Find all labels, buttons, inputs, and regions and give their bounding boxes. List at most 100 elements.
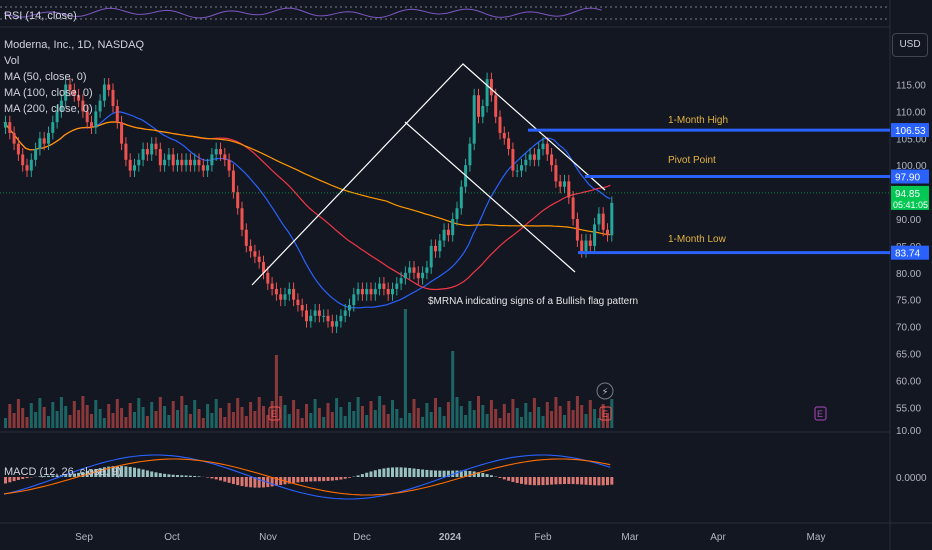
candle-body	[124, 143, 128, 160]
level-price-tag	[891, 245, 929, 260]
macd-histogram-bar	[537, 477, 541, 486]
candle-body	[451, 219, 455, 236]
candle-body	[399, 278, 403, 284]
volume-bar	[210, 413, 214, 428]
volume-bar	[317, 408, 321, 428]
volume-bar	[59, 397, 63, 428]
candle-body	[575, 219, 579, 241]
candle-body	[360, 288, 364, 295]
volume-bar	[25, 417, 29, 428]
volume-bar	[442, 416, 446, 428]
macd-histogram-bar	[197, 476, 201, 477]
earnings-marker	[599, 406, 612, 421]
candle-body	[47, 132, 50, 144]
level-price-text: 106.53	[895, 126, 926, 137]
macd-histogram-bar	[550, 477, 554, 485]
macd-histogram-bar	[558, 477, 562, 485]
time-tick-label: Dec	[353, 532, 371, 543]
volume-bar	[360, 406, 364, 428]
time-tick-label: Sep	[75, 532, 93, 543]
volume-bar	[85, 405, 89, 428]
volume-bar	[571, 410, 575, 428]
candle-body	[51, 122, 55, 133]
volume-bar	[296, 409, 300, 428]
macd-legend[interactable]: MACD (12, 26, close, 9)	[4, 466, 122, 478]
candle-body	[158, 149, 162, 166]
ma200-legend[interactable]: MA (200, close, 0)	[4, 103, 93, 115]
candle-body	[425, 267, 429, 273]
month-low-label: 1-Month Low	[668, 234, 726, 245]
candle-body	[42, 138, 46, 144]
level-price-tag	[891, 123, 929, 138]
candle-body	[98, 100, 102, 112]
macd-histogram-bar	[231, 477, 235, 485]
volume-bar	[580, 405, 584, 428]
macd-histogram-bar	[141, 469, 145, 477]
ma50-legend[interactable]: MA (50, close, 0)	[4, 71, 87, 83]
macd-histogram-bar	[395, 467, 399, 477]
macd-histogram-bar	[206, 477, 210, 478]
macd-histogram-bar	[262, 477, 265, 488]
macd-histogram-bar	[584, 477, 588, 485]
candle-body	[145, 149, 149, 155]
candle-body	[326, 315, 330, 322]
currency-button[interactable]: USD	[892, 33, 928, 57]
candle-body	[292, 288, 296, 300]
macd-histogram-bar	[184, 475, 188, 477]
candle-body	[515, 170, 519, 172]
volume-bar	[176, 410, 179, 428]
macd-histogram-bar	[382, 468, 386, 477]
vol-legend[interactable]: Vol	[4, 55, 20, 67]
macd-histogram-bar	[330, 477, 334, 481]
macd-histogram-bar	[468, 470, 472, 477]
macd-histogram-bar	[369, 471, 373, 477]
candle-body	[266, 272, 270, 284]
ma100-legend[interactable]: MA (100, close, 0)	[4, 87, 93, 99]
candle-body	[214, 149, 218, 155]
macd-histogram-bar	[322, 477, 326, 482]
macd-histogram-bar	[610, 477, 614, 485]
candle-body	[472, 95, 476, 144]
volume-bar	[90, 414, 93, 428]
macd-histogram-bar	[158, 473, 162, 477]
macd-histogram-bar	[520, 477, 523, 484]
candle-body	[429, 245, 433, 268]
candle-body	[459, 186, 463, 209]
macd-histogram-bar	[210, 477, 214, 479]
macd-tick-label: 10.00	[896, 426, 921, 437]
macd-histogram-bar	[47, 475, 50, 477]
volume-bar	[459, 406, 463, 428]
macd-histogram-bar	[253, 477, 257, 488]
volume-bar	[451, 351, 455, 428]
candle-body	[369, 288, 373, 295]
candle-body	[545, 143, 549, 155]
volume-bar	[141, 407, 145, 428]
earnings-marker-text: E	[602, 409, 608, 419]
candle-body	[38, 138, 42, 150]
volume-bar	[597, 418, 601, 428]
macd-histogram-bar	[176, 475, 179, 477]
macd-histogram-bar	[227, 477, 231, 483]
candle-body	[115, 106, 119, 123]
macd-histogram-bar	[326, 477, 330, 481]
volume-bar	[193, 400, 197, 428]
candle-body	[274, 288, 278, 295]
volume-bar	[408, 413, 412, 428]
volume-bar	[468, 401, 472, 428]
symbol-legend[interactable]: Moderna, Inc., 1D, NASDAQ	[4, 39, 144, 51]
volume-bar	[330, 412, 334, 428]
candle-body	[176, 159, 179, 166]
macd-histogram-bar	[399, 467, 403, 477]
macd-histogram-bar	[287, 477, 291, 484]
candle-body	[287, 288, 291, 295]
candle-body	[55, 111, 59, 123]
volume-bar	[120, 408, 124, 428]
volume-bar	[111, 413, 115, 428]
macd-histogram-bar	[459, 470, 463, 477]
candle-body	[279, 294, 283, 300]
volume-bar	[137, 398, 141, 428]
macd-histogram-bar	[25, 477, 29, 479]
time-tick-label: Mar	[621, 532, 639, 543]
rsi-line	[3, 7, 602, 19]
